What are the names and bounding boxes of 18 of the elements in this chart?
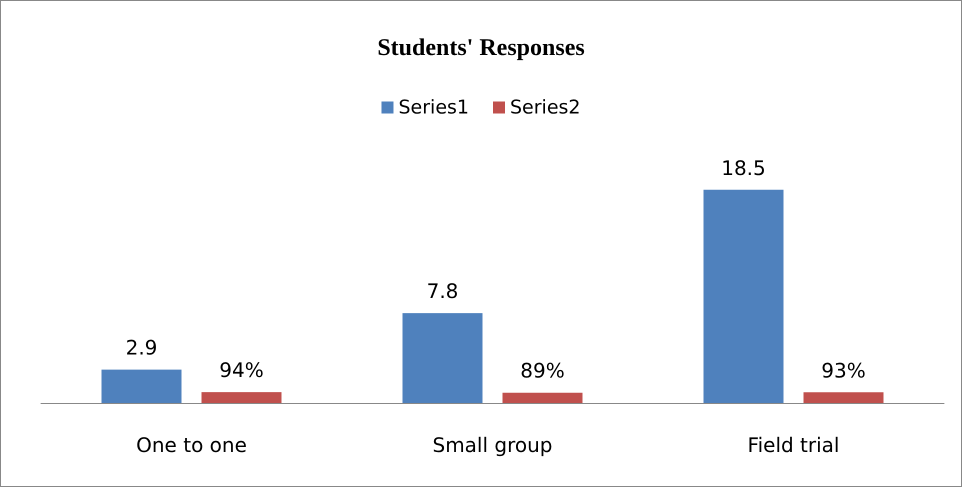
bar <box>502 392 582 403</box>
data-label: 18.5 <box>721 156 766 180</box>
bar <box>704 190 784 403</box>
data-label: 7.8 <box>426 279 458 304</box>
x-tick-label: Small group <box>432 433 552 457</box>
x-tick-label: One to one <box>136 433 247 457</box>
data-label: 2.9 <box>126 336 158 360</box>
legend-label: Series2 <box>510 96 581 118</box>
chart-title: Students' Responses <box>377 35 585 61</box>
data-label: 89% <box>520 358 565 383</box>
data-label: 94% <box>219 358 264 382</box>
data-label: 93% <box>821 358 866 382</box>
bar <box>804 392 884 403</box>
bar <box>402 313 482 403</box>
x-tick-label: Field trial <box>748 433 840 457</box>
bar <box>202 392 282 403</box>
bar <box>102 370 182 403</box>
legend-label: Series1 <box>398 96 470 118</box>
